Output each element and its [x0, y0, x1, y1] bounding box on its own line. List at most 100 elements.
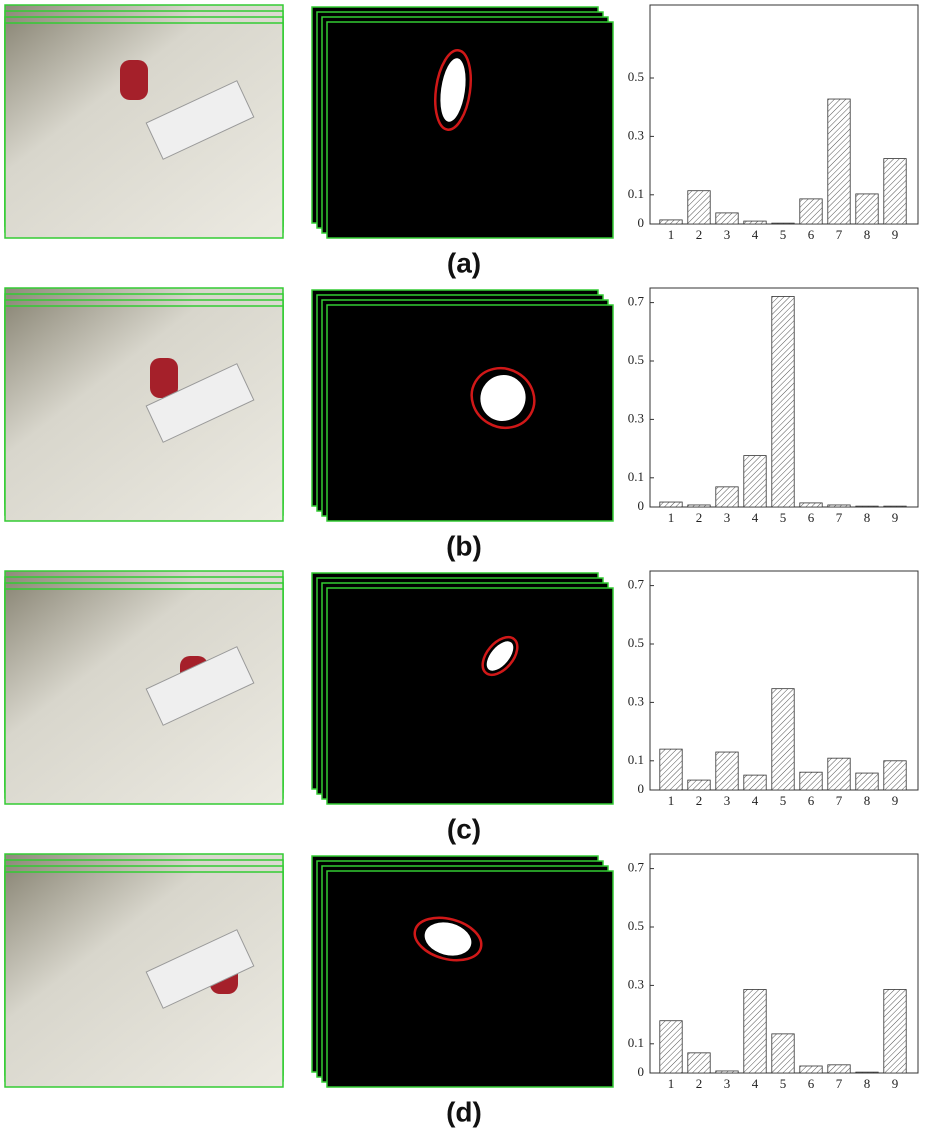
- bar: [772, 689, 794, 790]
- video-frame: [5, 872, 283, 1087]
- x-tick-label: 1: [668, 1076, 675, 1091]
- silhouette-frame: [327, 871, 613, 1087]
- x-tick-label: 7: [836, 1076, 843, 1091]
- x-tick-label: 4: [752, 510, 759, 525]
- y-tick-label: 0.5: [628, 635, 644, 650]
- x-tick-label: 1: [668, 510, 675, 525]
- x-tick-label: 8: [864, 793, 871, 808]
- person: [120, 60, 148, 100]
- x-tick-label: 9: [892, 510, 899, 525]
- silhouette-frame: [327, 22, 613, 238]
- y-tick-label: 0.3: [628, 127, 644, 142]
- bar: [828, 758, 850, 790]
- bar: [688, 191, 710, 224]
- x-tick-label: 3: [724, 510, 731, 525]
- bar: [772, 296, 794, 507]
- y-tick-label: 0.5: [628, 352, 644, 367]
- x-tick-label: 6: [808, 1076, 815, 1091]
- bar: [716, 213, 738, 224]
- x-tick-label: 8: [864, 1076, 871, 1091]
- y-tick-label: 0.3: [628, 410, 644, 425]
- y-tick-label: 0: [638, 781, 645, 796]
- bar: [884, 159, 906, 224]
- y-tick-label: 0.5: [628, 69, 644, 84]
- x-tick-label: 1: [668, 227, 675, 242]
- x-tick-label: 4: [752, 227, 759, 242]
- person: [150, 358, 178, 398]
- video-frame: [5, 589, 283, 804]
- panel-caption: (d): [446, 1096, 482, 1127]
- y-tick-label: 0.5: [628, 918, 644, 933]
- bar: [744, 456, 766, 507]
- y-tick-label: 0: [638, 215, 645, 230]
- figure: 0 0.1 0.3 0.5 1 2 3 4 5 6 7 8 9 (a) 0 0.1 0.3 0.5 0.7 1 2 3 4 5…: [0, 0, 928, 1133]
- panel-caption: (c): [447, 813, 481, 844]
- bar: [800, 1066, 822, 1073]
- bar: [856, 1072, 878, 1073]
- bar: [856, 194, 878, 224]
- x-tick-label: 3: [724, 793, 731, 808]
- bar: [660, 1021, 682, 1073]
- y-tick-label: 0.1: [628, 752, 644, 767]
- y-tick-label: 0.7: [628, 577, 645, 592]
- bar: [744, 221, 766, 224]
- bar: [744, 775, 766, 790]
- bar: [660, 749, 682, 790]
- bar: [800, 199, 822, 224]
- bar: [800, 772, 822, 790]
- panel-caption: (a): [447, 247, 481, 278]
- bar: [772, 223, 794, 224]
- bar: [688, 505, 710, 507]
- y-tick-label: 0.3: [628, 693, 644, 708]
- x-tick-label: 8: [864, 227, 871, 242]
- x-tick-label: 3: [724, 1076, 731, 1091]
- x-tick-label: 4: [752, 1076, 759, 1091]
- x-tick-label: 2: [696, 227, 703, 242]
- y-tick-label: 0.7: [628, 860, 645, 875]
- x-tick-label: 5: [780, 793, 787, 808]
- bar: [828, 99, 850, 224]
- x-tick-label: 6: [808, 227, 815, 242]
- x-tick-label: 7: [836, 793, 843, 808]
- panel-caption: (b): [446, 530, 482, 561]
- y-tick-label: 0.7: [628, 294, 645, 309]
- x-tick-label: 2: [696, 793, 703, 808]
- bar: [772, 1034, 794, 1073]
- video-frame: [5, 23, 283, 238]
- x-tick-label: 9: [892, 793, 899, 808]
- x-tick-label: 9: [892, 227, 899, 242]
- x-tick-label: 2: [696, 1076, 703, 1091]
- x-tick-label: 5: [780, 510, 787, 525]
- silhouette-frame: [327, 305, 613, 521]
- y-tick-label: 0: [638, 498, 645, 513]
- x-tick-label: 2: [696, 510, 703, 525]
- bar: [800, 503, 822, 507]
- bar: [716, 487, 738, 507]
- x-tick-label: 1: [668, 793, 675, 808]
- bar: [716, 752, 738, 790]
- y-tick-label: 0.1: [628, 469, 644, 484]
- x-tick-label: 7: [836, 510, 843, 525]
- video-frame: [5, 306, 283, 521]
- x-tick-label: 6: [808, 510, 815, 525]
- x-tick-label: 4: [752, 793, 759, 808]
- y-tick-label: 0.1: [628, 186, 644, 201]
- x-tick-label: 7: [836, 227, 843, 242]
- bar: [884, 989, 906, 1073]
- x-tick-label: 5: [780, 227, 787, 242]
- bar: [660, 220, 682, 224]
- x-tick-label: 9: [892, 1076, 899, 1091]
- bar: [744, 989, 766, 1073]
- bar: [856, 506, 878, 507]
- x-tick-label: 6: [808, 793, 815, 808]
- y-tick-label: 0: [638, 1064, 645, 1079]
- y-tick-label: 0.1: [628, 1035, 644, 1050]
- bar: [828, 505, 850, 507]
- bar: [716, 1071, 738, 1073]
- bar: [688, 1053, 710, 1073]
- y-tick-label: 0.3: [628, 976, 644, 991]
- bar: [884, 761, 906, 790]
- bar: [828, 1065, 850, 1073]
- bar: [856, 773, 878, 790]
- bar: [688, 780, 710, 790]
